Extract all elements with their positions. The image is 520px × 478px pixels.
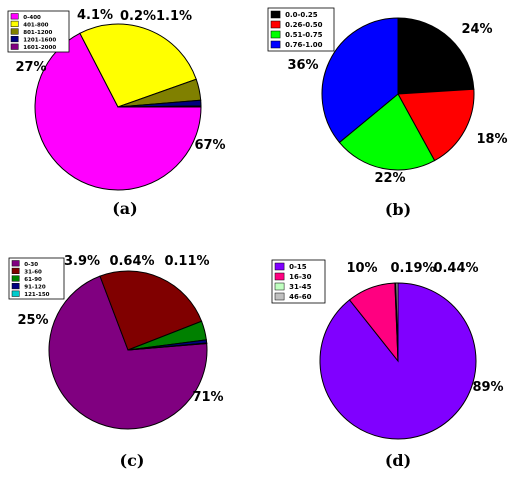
legend-label: 46-60 [289, 293, 312, 301]
panel-label: (a) [112, 199, 138, 218]
legend: 0-15 16-30 31-45 46-60 [271, 259, 326, 304]
legend-label: 0-15 [289, 263, 307, 271]
legend-label: 0.26-0.50 [285, 21, 323, 29]
legend-label: 91-120 [24, 285, 46, 291]
legend-label: 16-30 [289, 273, 312, 281]
slice-label: 71% [192, 390, 223, 405]
panel-label: (c) [120, 451, 145, 470]
legend-swatch [270, 30, 281, 39]
pie-slice-0-30 [48, 275, 208, 430]
slice-label: 1.1% [156, 9, 192, 24]
panel-label: (b) [385, 200, 411, 219]
legend-label: 61-90 [24, 277, 42, 283]
slice-label: 22% [374, 171, 405, 186]
legend-label: 31-45 [289, 283, 312, 291]
legend-swatch [10, 20, 19, 27]
pie-slice-31-60 [99, 270, 203, 351]
pie-slice-0-400 [34, 32, 202, 191]
pie-slice-0.51-0.75 [338, 93, 436, 171]
legend-swatch [11, 290, 20, 297]
legend-swatch [270, 10, 281, 19]
slice-label: 36% [287, 58, 318, 73]
legend-swatch [10, 13, 19, 20]
legend-label: 401-800 [23, 22, 48, 28]
pie-slice-121-150 [127, 342, 208, 351]
legend-label: 0.76-1.00 [285, 41, 323, 49]
pie-slice-1601-2000 [117, 105, 202, 108]
legend-swatch [270, 20, 281, 29]
pie-slice-401-800 [79, 23, 197, 108]
slice-label: 18% [476, 132, 507, 147]
slice-label: 0.64% [109, 254, 154, 269]
legend-swatch [10, 28, 19, 35]
panel-label: (d) [385, 451, 411, 470]
legend-label: 1601-2000 [23, 45, 56, 51]
slice-label: 0.11% [164, 254, 209, 269]
legend-label: 0.51-0.75 [285, 31, 323, 39]
pie-slice-0.0-0.25 [397, 17, 475, 95]
legend-swatch [11, 275, 20, 282]
legend-swatch [11, 283, 20, 290]
slice-label: 24% [461, 22, 492, 37]
pie-chart-2: 24%18%22%36%0.0-0.250.26-0.500.51-0.750.… [267, 7, 508, 219]
legend-swatch [11, 260, 20, 267]
legend: 0.0-0.25 0.26-0.50 0.51-0.75 0.76-1.00 [267, 7, 335, 52]
slice-label: 27% [15, 60, 46, 75]
legend-swatch [274, 292, 285, 301]
slice-label: 0.44% [433, 261, 478, 276]
legend-swatch [270, 40, 281, 49]
legend-swatch [274, 282, 285, 291]
legend-label: 31-60 [24, 269, 42, 275]
slice-label: 4.1% [77, 8, 113, 23]
legend-label: 801-1200 [23, 30, 52, 36]
legend-label: 0.0-0.25 [285, 11, 318, 19]
pie-slice-0.76-1.00 [321, 17, 399, 144]
slice-label: 0.19% [390, 261, 435, 276]
pie-slice-46-60 [395, 282, 399, 362]
slice-label: 89% [472, 380, 503, 395]
legend-swatch [10, 43, 19, 50]
slice-label: 0.2% [120, 9, 156, 24]
legend-swatch [11, 267, 20, 274]
pie-chart-4: 89% 10% 0.19%0.44% 0-15 16-30 31-45 46-60 (d) [271, 259, 504, 470]
legend-label: 121-150 [24, 292, 49, 298]
slice-label: 67% [194, 138, 225, 153]
slice-label: 3.9% [64, 254, 100, 269]
legend-swatch [10, 36, 19, 43]
legend-swatch [274, 272, 285, 281]
slice-label: 10% [346, 261, 377, 276]
slice-label: 25% [17, 313, 48, 328]
legend-label: 1201-1600 [23, 38, 56, 44]
legend-label: 0-30 [24, 262, 38, 268]
pie-slice-0.26-0.50 [397, 88, 475, 162]
legend-label: 0-400 [23, 15, 41, 21]
legend-swatch [274, 262, 285, 271]
